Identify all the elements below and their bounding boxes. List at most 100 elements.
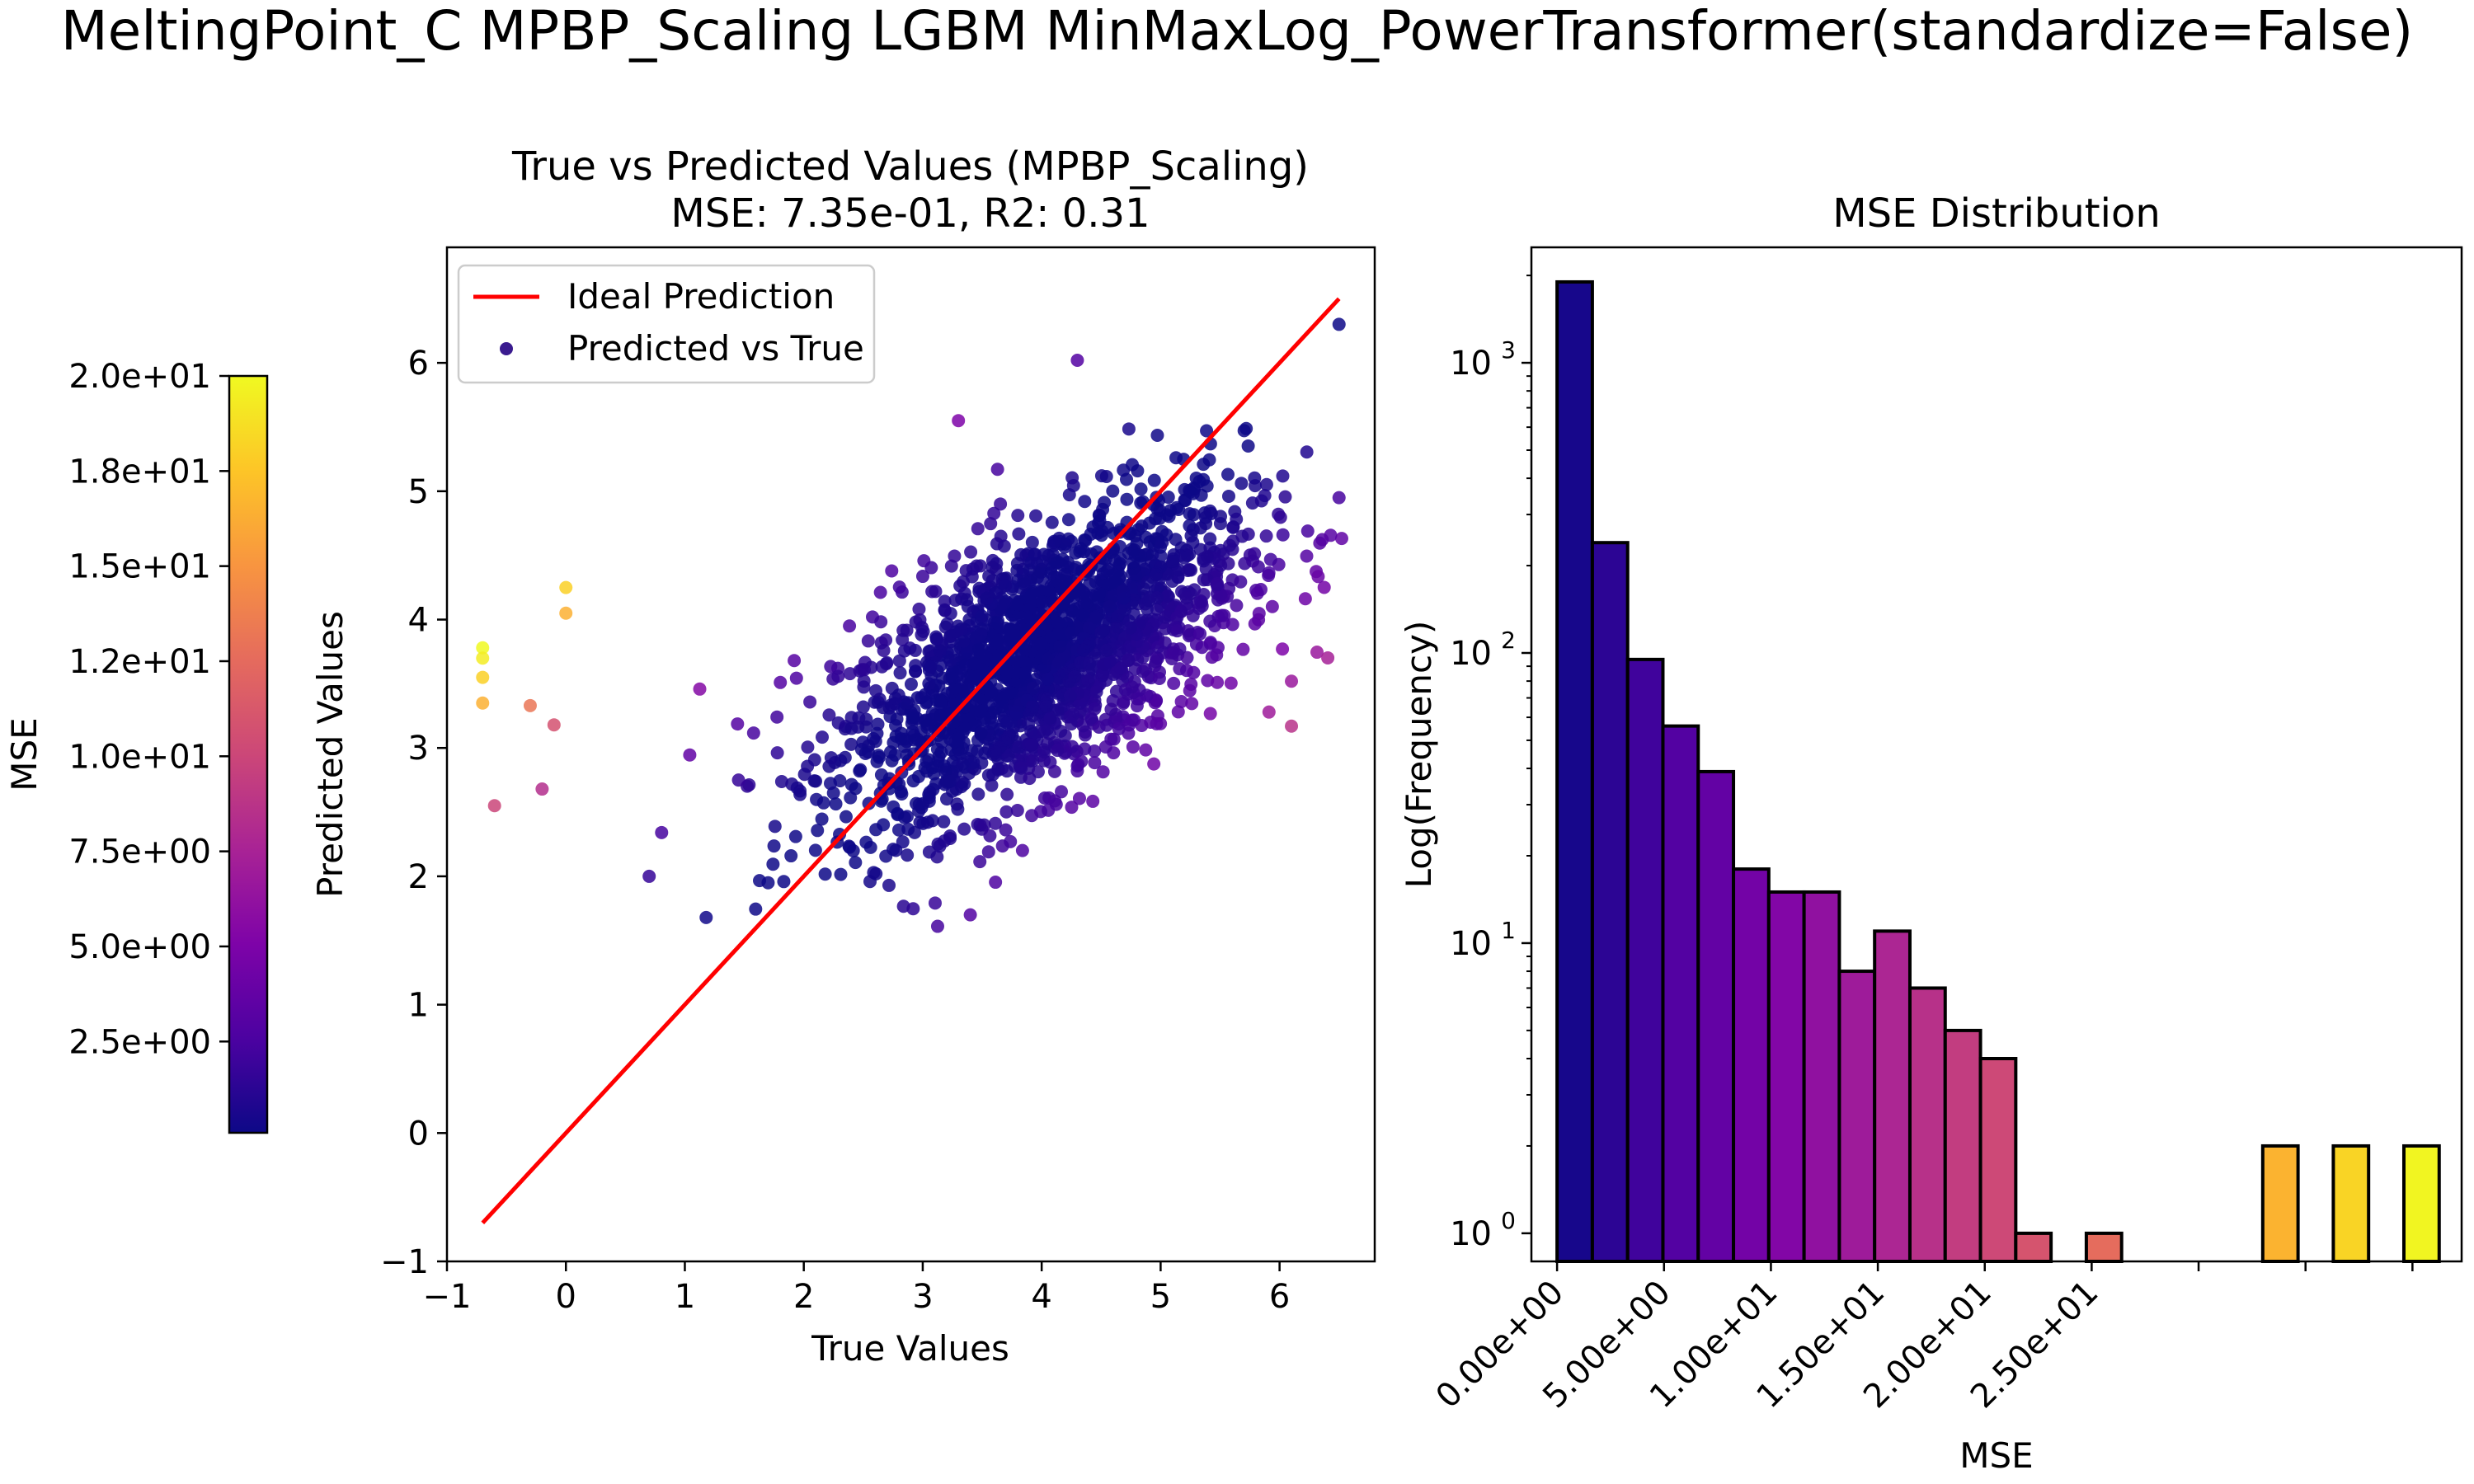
scatter-point — [808, 843, 822, 857]
scatter-point — [1276, 528, 1290, 542]
scatter-point — [991, 633, 1005, 647]
scatter-point — [974, 622, 988, 636]
scatter-point — [1262, 705, 1276, 719]
scatter-point — [1248, 617, 1262, 631]
scatter-point — [917, 554, 931, 568]
scatter-point — [807, 753, 821, 767]
scatter-point — [774, 675, 788, 689]
scatter-point — [1051, 616, 1065, 630]
scatter-point — [975, 609, 989, 623]
scatter-point — [1276, 642, 1290, 656]
scatter-point — [1050, 571, 1064, 585]
scatter-point — [999, 594, 1013, 608]
scatter-point — [1273, 510, 1287, 524]
scatter-points — [476, 317, 1348, 933]
histogram-bar — [1766, 890, 1806, 1264]
scatter-point — [1076, 719, 1090, 733]
scatter-point — [476, 651, 490, 665]
histogram-y-tick-label: 10 — [1450, 1215, 1492, 1253]
scatter-point — [1317, 580, 1331, 594]
scatter-point — [1099, 643, 1113, 657]
colorbar-gradient — [228, 374, 269, 1134]
scatter-point — [891, 808, 905, 822]
scatter-point — [1041, 682, 1055, 696]
histogram-axes-frame — [1530, 246, 2463, 1263]
scatter-point — [824, 751, 838, 765]
scatter-point — [983, 829, 997, 843]
scatter-point — [1332, 491, 1346, 505]
scatter-point — [1093, 514, 1107, 528]
scatter-point — [915, 627, 929, 641]
scatter-point — [1053, 640, 1067, 654]
scatter-point — [1262, 569, 1276, 583]
scatter-point — [861, 634, 875, 648]
scatter-point — [1012, 527, 1026, 541]
scatter-point — [1065, 471, 1079, 485]
scatter-point — [1037, 725, 1051, 739]
scatter-axes-frame — [445, 246, 1376, 1263]
scatter-point — [838, 750, 852, 764]
scatter-point — [1099, 469, 1113, 483]
scatter-point — [1150, 429, 1164, 443]
scatter-point — [995, 839, 1009, 853]
scatter-y-label: Predicted Values — [310, 611, 350, 898]
scatter-point — [1235, 477, 1249, 491]
scatter-point — [875, 660, 889, 674]
scatter-point — [924, 712, 938, 726]
scatter-point — [1083, 657, 1097, 671]
scatter-point — [1095, 669, 1109, 683]
colorbar-tick-label: 1.2e+01 — [68, 643, 211, 681]
scatter-point — [1298, 592, 1312, 606]
scatter-point — [967, 657, 981, 671]
scatter-point — [924, 644, 938, 658]
scatter-point — [1332, 317, 1346, 331]
scatter-point — [1065, 740, 1079, 754]
histogram-bar — [2331, 1144, 2371, 1263]
scatter-point — [1134, 482, 1148, 496]
scatter-point — [1259, 477, 1273, 491]
scatter-point — [951, 802, 965, 816]
scatter-point — [974, 726, 988, 740]
colorbar-label: MSE — [4, 717, 45, 791]
scatter-point — [985, 778, 999, 792]
scatter-point — [956, 757, 970, 771]
scatter-point — [523, 698, 537, 712]
scatter-point — [908, 643, 922, 657]
scatter-y-tick-label: 6 — [408, 345, 429, 383]
scatter-point — [1127, 582, 1141, 596]
scatter-point — [1098, 740, 1112, 754]
scatter-point — [1170, 611, 1184, 625]
scatter-point — [849, 782, 863, 796]
scatter-point — [889, 719, 903, 733]
scatter-point — [849, 856, 863, 870]
scatter-point — [1096, 502, 1110, 516]
histogram-y-tick-label: 10 — [1450, 925, 1492, 963]
scatter-point — [1248, 479, 1262, 493]
scatter-point — [1147, 757, 1161, 771]
scatter-point — [1009, 705, 1023, 719]
scatter-point — [1120, 472, 1134, 486]
scatter-point — [1213, 517, 1227, 531]
colorbar-tick-label: 2.0e+01 — [68, 358, 211, 396]
histogram-bar — [1978, 1057, 2018, 1263]
scatter-point — [1050, 556, 1064, 570]
scatter-point — [963, 908, 977, 922]
scatter-point — [1169, 451, 1183, 465]
scatter-point — [929, 585, 943, 599]
scatter-point — [1160, 589, 1174, 603]
scatter-point — [1234, 575, 1248, 589]
scatter-point — [905, 725, 920, 739]
scatter-point — [897, 644, 911, 658]
scatter-point — [1170, 624, 1184, 638]
scatter-point — [971, 787, 985, 801]
scatter-point — [855, 663, 869, 677]
scatter-point — [535, 782, 549, 796]
scatter-point — [1183, 507, 1197, 521]
scatter-point — [1194, 488, 1208, 502]
colorbar: 2.0e+01 1.8e+01 1.5e+01 1.2e+01 1.0e+01 7.5e+… — [4, 358, 269, 1134]
scatter-point — [934, 745, 948, 759]
scatter-x-tick-label: 5 — [1150, 1278, 1171, 1316]
scatter-point — [1026, 754, 1040, 768]
scatter-point — [987, 506, 1001, 520]
scatter-legend: Ideal Prediction Predicted vs True — [457, 264, 876, 384]
